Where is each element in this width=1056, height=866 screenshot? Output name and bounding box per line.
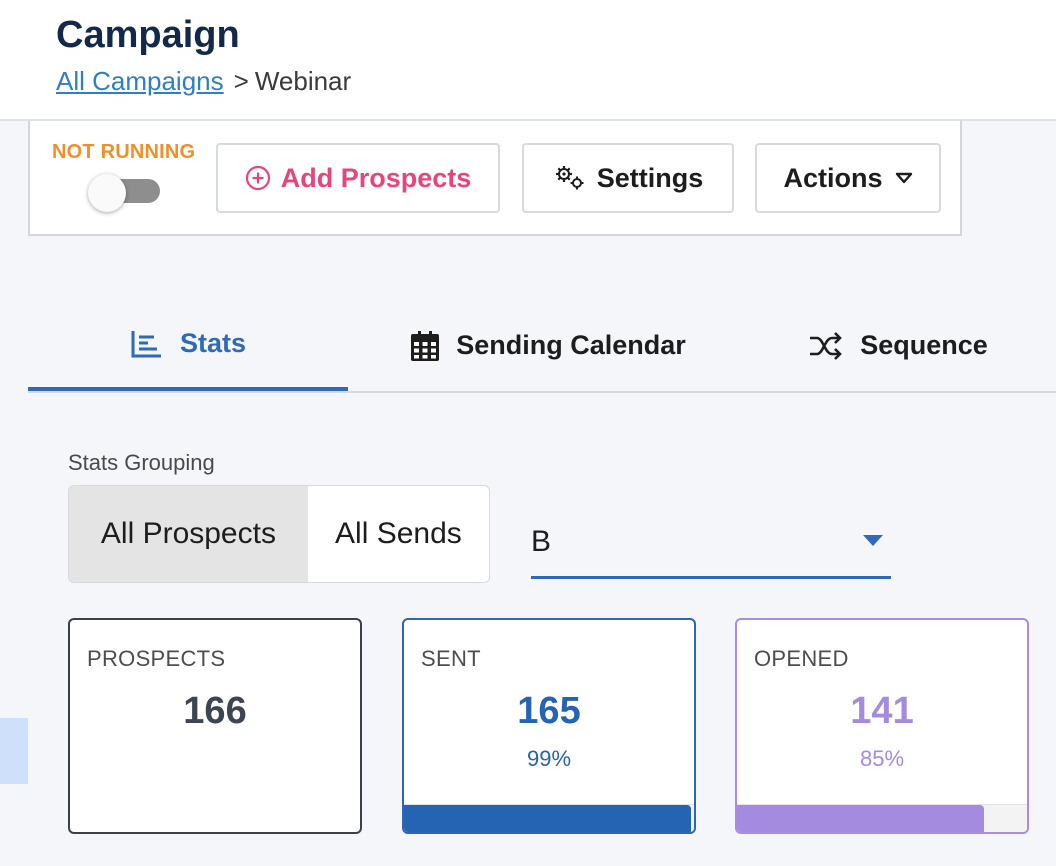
calendar-icon [411, 330, 440, 361]
stat-card-opened: OPENED 141 85% [735, 618, 1029, 834]
stat-card-value: 166 [183, 690, 247, 732]
actions-label: Actions [783, 162, 883, 193]
settings-button[interactable]: Settings [522, 143, 734, 213]
variant-select-value: B [531, 525, 552, 558]
tab-stats-label: Stats [179, 328, 247, 358]
tab-sending-calendar[interactable]: Sending Calendar [368, 300, 728, 391]
shuffle-icon [810, 331, 843, 360]
stat-card-label: PROSPECTS [87, 646, 226, 671]
campaign-tabs: Stats Sending Calendar Sequence [28, 300, 1056, 393]
grouping-all-sends-option[interactable]: All Sends [307, 486, 489, 582]
campaign-toolbar: NOT RUNNING Add Prospects [28, 121, 962, 236]
tab-sequence[interactable]: Sequence [748, 300, 1048, 391]
campaign-run-toggle[interactable] [86, 174, 160, 212]
stats-grouping-label: Stats Grouping [68, 450, 215, 475]
grouping-all-prospects-option[interactable]: All Prospects [69, 486, 308, 582]
tab-sequence-label: Sequence [860, 330, 988, 360]
stat-card-progress-bar [737, 804, 1027, 832]
stat-card-value: 141 [850, 690, 914, 732]
add-prospects-button[interactable]: Add Prospects [216, 143, 500, 213]
campaign-status-label: NOT RUNNING [52, 141, 196, 163]
caret-down-icon [895, 172, 912, 184]
plus-circle-icon [245, 165, 270, 191]
stats-grouping-toggle: All Prospects All Sends [68, 485, 490, 583]
stat-card-sent: SENT 165 99% [402, 618, 696, 834]
stat-card-label: SENT [421, 646, 481, 671]
stat-card-percent: 85% [859, 746, 905, 771]
breadcrumb-separator: > [233, 66, 249, 96]
stat-card-percent: 99% [526, 746, 572, 771]
caret-down-icon [863, 535, 883, 546]
breadcrumb-all-campaigns-link[interactable]: All Campaigns [56, 66, 224, 96]
variant-select[interactable]: B [531, 505, 891, 579]
progress-fill [737, 805, 984, 832]
breadcrumb: All Campaigns > Webinar [56, 66, 351, 97]
toggle-knob [88, 174, 126, 212]
stat-card-value: 165 [517, 690, 581, 732]
page-header: Campaign All Campaigns > Webinar [0, 0, 1056, 121]
stat-card-label: OPENED [754, 646, 849, 671]
stat-card-prospects: PROSPECTS 166 [68, 618, 362, 834]
add-prospects-label: Add Prospects [280, 162, 472, 193]
settings-label: Settings [596, 162, 704, 193]
bar-list-icon [131, 330, 161, 357]
tab-stats[interactable]: Stats [28, 300, 348, 391]
gears-icon [555, 166, 584, 190]
actions-dropdown-button[interactable]: Actions [755, 143, 941, 213]
tab-sending-calendar-label: Sending Calendar [456, 330, 686, 360]
breadcrumb-current: Webinar [254, 66, 352, 96]
stat-card-progress-bar [404, 804, 694, 832]
side-indicator [0, 718, 28, 784]
progress-fill [404, 805, 692, 832]
page-title: Campaign [56, 14, 240, 56]
